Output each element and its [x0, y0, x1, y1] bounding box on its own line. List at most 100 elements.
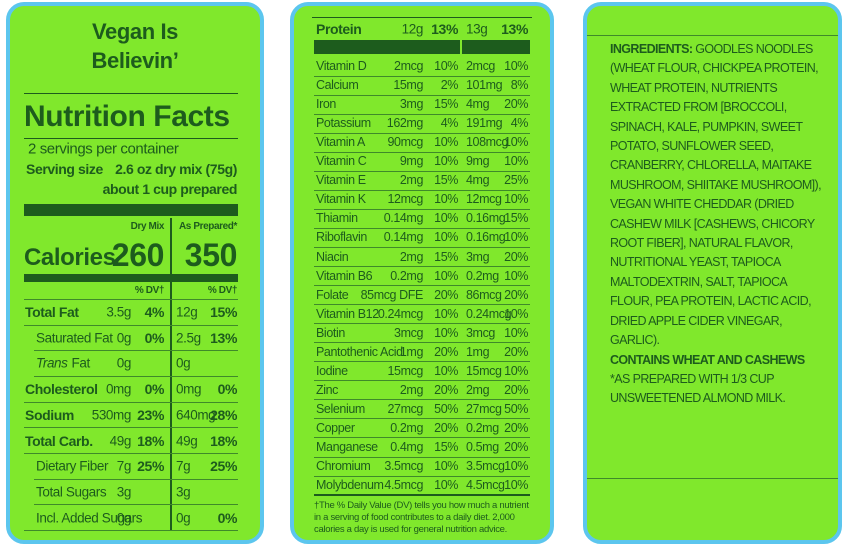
- nutrient-name-italic: Trans: [36, 355, 68, 371]
- rule: [312, 17, 532, 18]
- footnote: †The % Daily Value (DV) tells you how mu…: [314, 500, 529, 535]
- amount: 2mg: [399, 173, 424, 188]
- daily-value: 10%: [504, 268, 528, 283]
- amount: 2mcg: [466, 58, 495, 73]
- amount: 49g: [176, 432, 198, 448]
- nutrient-name: Total Carb.: [25, 432, 93, 449]
- amount: 101mg: [466, 77, 503, 92]
- amount: 0.2mg: [466, 268, 499, 283]
- row-rule: [314, 246, 530, 248]
- panel-ingredients: [583, 2, 842, 544]
- daily-value: 10%: [434, 477, 458, 492]
- amount: 0.4mg: [390, 439, 423, 454]
- row-rule: [314, 285, 530, 287]
- daily-value: 50%: [434, 401, 458, 416]
- row-rule: [314, 132, 530, 134]
- amount: 2mg: [399, 249, 424, 264]
- row-rule: [314, 170, 530, 172]
- row-rule: [314, 227, 530, 229]
- daily-value: 10%: [504, 477, 528, 492]
- amount: 27mcg: [466, 401, 502, 416]
- nutrient-name: Total Sugars: [36, 484, 107, 500]
- amount: 0.16mg: [466, 211, 506, 226]
- amount: 7g: [116, 458, 132, 474]
- daily-value: 10%: [504, 58, 528, 73]
- amount: 0g: [176, 509, 191, 525]
- daily-value: 4%: [440, 115, 459, 130]
- brand-name: Believin’: [91, 48, 179, 73]
- row-rule: [34, 504, 238, 506]
- daily-value: 20%: [504, 420, 528, 435]
- amount: 530mg: [91, 407, 132, 423]
- amount: 0mg: [105, 381, 131, 397]
- daily-value: 10%: [504, 154, 528, 168]
- amount: 0g: [116, 509, 132, 525]
- amount: 49g: [109, 432, 132, 448]
- amount: 0.16mg: [466, 230, 506, 245]
- dv-header: % DV†: [134, 285, 165, 296]
- rule: [587, 478, 838, 479]
- amount: 0.2mg: [466, 420, 499, 435]
- nutrient-name: Iron: [316, 96, 336, 111]
- row-rule: [314, 399, 530, 401]
- daily-value: 20%: [434, 344, 458, 359]
- amount: 0.5mg: [466, 439, 499, 454]
- amount: 0.14mg: [383, 211, 424, 226]
- row-rule: [314, 437, 530, 439]
- daily-value: 10%: [504, 458, 528, 473]
- daily-value: 10%: [504, 325, 528, 340]
- rule: [314, 494, 530, 496]
- daily-value: 20%: [504, 382, 528, 397]
- calories: 350: [184, 237, 238, 273]
- daily-value: 10%: [504, 363, 528, 378]
- row-rule: [314, 418, 530, 420]
- daily-value: 10%: [504, 192, 528, 207]
- amount: 640mg: [176, 407, 216, 423]
- row-rule: [314, 113, 530, 115]
- amount: 27mcg: [387, 401, 423, 416]
- daily-value: 15%: [434, 173, 458, 188]
- row-rule: [34, 375, 238, 377]
- amount: 2mcg: [394, 58, 423, 73]
- daily-value: 15%: [210, 304, 237, 320]
- nutrient-name: Chromium: [316, 458, 371, 473]
- daily-value: 28%: [210, 406, 237, 423]
- amount: 7g: [176, 458, 191, 474]
- daily-value: 2%: [440, 77, 459, 92]
- daily-value: 0%: [217, 509, 238, 526]
- amount: 108mcg: [466, 134, 509, 149]
- daily-value: 10%: [434, 325, 458, 340]
- amount: 0.2mg: [390, 420, 423, 435]
- rule: [24, 93, 238, 94]
- serving-size: about 1 cup prepared: [102, 181, 238, 197]
- row-rule: [314, 475, 530, 477]
- ingredients-label: INGREDIENTS:: [610, 42, 693, 56]
- amount: 2mg: [399, 382, 424, 397]
- daily-value: 15%: [434, 439, 458, 454]
- column-header: Dry Mix: [130, 221, 165, 232]
- nutrient-name: Potassium: [316, 115, 371, 130]
- daily-value: 13%: [210, 329, 237, 346]
- amount: 4.5mcg: [384, 477, 423, 492]
- amount: 15mg: [393, 77, 423, 92]
- daily-value: 10%: [434, 58, 458, 73]
- nutrient-name: Vitamin A: [316, 134, 365, 149]
- daily-value: 15%: [434, 249, 458, 264]
- nutrient-name: Fat: [71, 355, 91, 371]
- row-rule: [314, 323, 530, 325]
- nutrient-name: Dietary Fiber: [36, 458, 109, 474]
- amount: 3.5mcg: [466, 458, 505, 473]
- amount: 0.2mg: [390, 268, 423, 283]
- daily-value: 20%: [434, 287, 458, 302]
- daily-value: 15%: [434, 96, 458, 111]
- amount: 4mg: [466, 173, 490, 188]
- amount: 0.24mcg: [377, 306, 424, 321]
- amount: 3g: [176, 484, 191, 500]
- daily-value: 20%: [504, 287, 528, 302]
- amount: 3mcg: [394, 325, 423, 340]
- nutrient-name: Cholesterol: [25, 381, 98, 398]
- daily-value: 20%: [504, 344, 528, 359]
- daily-value: 0%: [144, 381, 165, 398]
- thick-bar: [24, 274, 238, 282]
